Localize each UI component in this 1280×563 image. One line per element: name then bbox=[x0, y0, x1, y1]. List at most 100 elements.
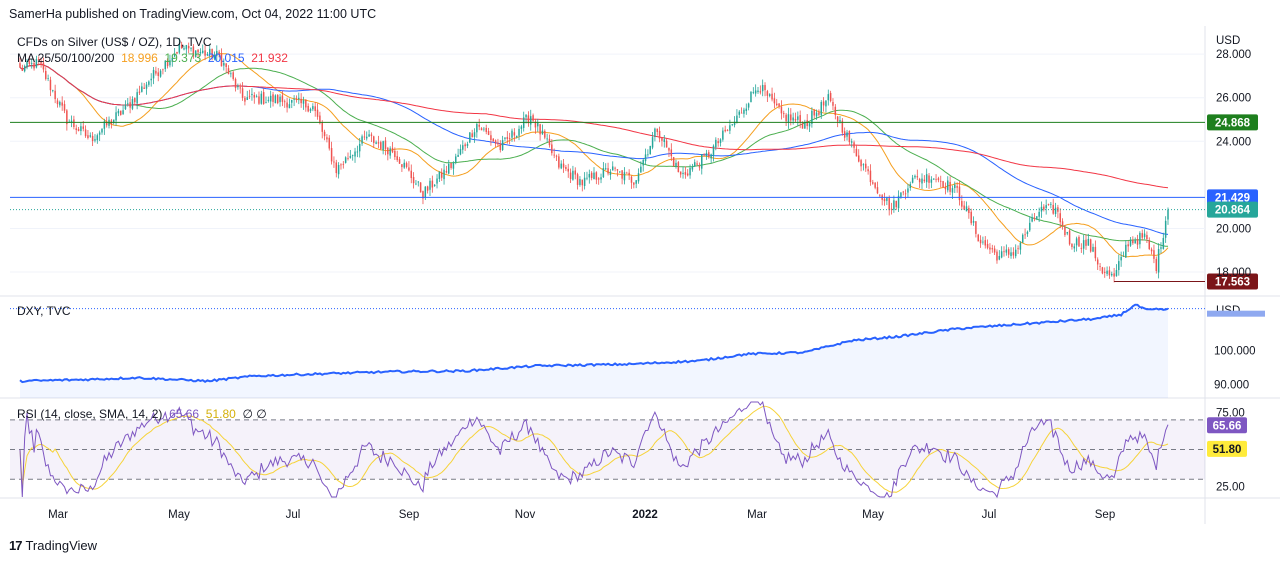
candle-body-140 bbox=[347, 158, 349, 159]
candle-body-221 bbox=[537, 122, 539, 127]
candle-body-51 bbox=[138, 91, 141, 93]
candle-body-322 bbox=[773, 98, 776, 104]
legend-dxy: DXY, TVC bbox=[17, 304, 71, 318]
candle-body-11 bbox=[45, 71, 47, 79]
candle-body-187 bbox=[457, 154, 459, 157]
main-tick-label-4: 18.000 bbox=[1216, 267, 1251, 279]
candle-body-259 bbox=[626, 172, 628, 174]
main-currency-label: USD bbox=[1216, 35, 1240, 47]
candle-body-231 bbox=[560, 163, 562, 169]
candle-body-360 bbox=[862, 164, 865, 166]
candle-body-404 bbox=[965, 206, 968, 212]
candle-body-245 bbox=[593, 172, 595, 180]
candle-body-436 bbox=[1040, 206, 1043, 212]
candle-body-191 bbox=[466, 143, 469, 146]
candle-body-35 bbox=[101, 128, 103, 133]
candle-body-105 bbox=[265, 102, 267, 104]
candle-body-296 bbox=[712, 145, 715, 156]
candle-body-111 bbox=[279, 96, 281, 103]
level-badge-2 bbox=[1207, 201, 1258, 218]
candle-body-212 bbox=[515, 135, 518, 138]
candle-body-108 bbox=[272, 94, 274, 102]
candle-body-428 bbox=[1021, 234, 1024, 243]
footer-brand-label: TradingView bbox=[25, 538, 98, 553]
candle-body-441 bbox=[1052, 204, 1054, 214]
candle-body-484 bbox=[1153, 250, 1155, 259]
candle-body-264 bbox=[637, 173, 640, 182]
candle-body-163 bbox=[401, 164, 403, 168]
candle-body-199 bbox=[485, 127, 487, 132]
candle-body-217 bbox=[527, 115, 530, 124]
candle-body-246 bbox=[595, 172, 598, 180]
candle-body-301 bbox=[724, 129, 726, 132]
candle-body-420 bbox=[1003, 251, 1005, 253]
legend-rsi-value: 65.66 bbox=[169, 407, 200, 421]
candle-body-311 bbox=[747, 103, 750, 108]
candle-body-435 bbox=[1038, 211, 1040, 217]
candle-body-90 bbox=[230, 73, 232, 75]
candle-body-205 bbox=[499, 143, 502, 151]
candle-body-377 bbox=[902, 191, 905, 193]
candle-body-476 bbox=[1134, 240, 1136, 244]
candle-body-226 bbox=[548, 138, 551, 146]
candle-body-93 bbox=[237, 85, 239, 88]
candle-body-154 bbox=[380, 142, 382, 149]
candle-body-20 bbox=[66, 110, 68, 125]
candle-body-405 bbox=[968, 207, 970, 214]
candle-body-184 bbox=[450, 163, 452, 168]
candle-body-431 bbox=[1029, 222, 1031, 231]
candle-body-327 bbox=[785, 114, 787, 122]
candle-body-160 bbox=[394, 150, 396, 158]
candle-body-8 bbox=[37, 58, 40, 61]
candlestick-series bbox=[19, 37, 1169, 283]
candle-body-468 bbox=[1115, 270, 1118, 277]
candle-body-446 bbox=[1064, 226, 1066, 236]
candle-body-433 bbox=[1033, 217, 1036, 220]
candle-body-69 bbox=[180, 44, 183, 49]
candle-body-407 bbox=[972, 220, 975, 223]
candle-body-289 bbox=[696, 163, 698, 165]
candle-body-47 bbox=[129, 102, 131, 108]
candle-body-315 bbox=[757, 90, 759, 92]
candle-body-295 bbox=[710, 154, 712, 159]
candle-body-28 bbox=[84, 129, 87, 137]
candle-body-162 bbox=[398, 159, 401, 164]
candle-body-356 bbox=[853, 142, 855, 148]
candle-body-60 bbox=[159, 70, 162, 77]
candle-body-171 bbox=[419, 182, 422, 193]
candle-body-482 bbox=[1148, 240, 1151, 250]
candle-body-235 bbox=[569, 172, 572, 179]
candle-body-218 bbox=[529, 116, 532, 125]
legend-ma-label: MA 25/50/100/200 bbox=[17, 51, 115, 65]
candle-body-418 bbox=[998, 256, 1001, 260]
candle-body-395 bbox=[944, 187, 947, 190]
candle-body-0 bbox=[19, 63, 21, 68]
candle-body-230 bbox=[558, 156, 560, 168]
candle-body-153 bbox=[377, 142, 380, 144]
candle-body-411 bbox=[982, 241, 984, 243]
candle-body-75 bbox=[194, 50, 197, 57]
dxy-tick-label-1: 90.000 bbox=[1214, 379, 1249, 391]
candle-body-387 bbox=[925, 174, 928, 183]
candle-body-133 bbox=[330, 148, 333, 162]
candle-body-5 bbox=[30, 63, 33, 65]
candle-body-298 bbox=[717, 141, 719, 144]
candle-body-464 bbox=[1106, 270, 1108, 274]
candle-body-286 bbox=[689, 167, 691, 176]
candle-body-263 bbox=[635, 180, 637, 184]
candle-body-130 bbox=[323, 131, 326, 137]
candle-body-310 bbox=[745, 108, 748, 112]
candle-body-190 bbox=[464, 144, 466, 147]
candle-body-415 bbox=[991, 248, 994, 250]
candle-body-216 bbox=[525, 114, 527, 118]
candle-body-196 bbox=[478, 124, 480, 127]
legend-ma50-value: 19.373 bbox=[164, 51, 202, 65]
candle-body-201 bbox=[490, 135, 492, 141]
candle-body-41 bbox=[115, 112, 117, 121]
candle-body-95 bbox=[241, 88, 244, 98]
candle-body-58 bbox=[155, 70, 157, 74]
candle-body-172 bbox=[422, 191, 424, 199]
candle-body-54 bbox=[145, 84, 148, 89]
candle-body-267 bbox=[644, 154, 647, 162]
